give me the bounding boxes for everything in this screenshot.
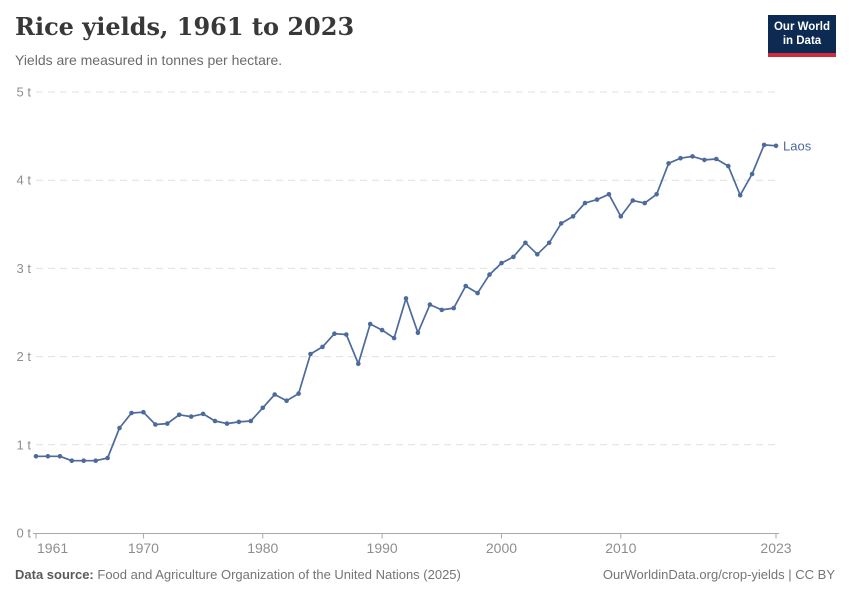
data-point-marker[interactable] [690,154,695,159]
data-point-marker[interactable] [105,455,110,461]
page-title: Rice yields, 1961 to 2023 [15,12,355,41]
data-source-note[interactable]: Data source: Food and Agriculture Organi… [15,567,461,582]
data-point-marker[interactable] [726,163,731,169]
data-point-marker[interactable] [451,305,457,311]
data-point-marker[interactable] [749,171,755,177]
x-tick-label: 1970 [128,540,159,556]
data-point-marker[interactable] [117,425,122,431]
data-point-marker[interactable] [499,260,504,266]
owid-logo-line2: in Data [782,35,822,48]
data-point-marker[interactable] [570,214,576,219]
x-tick-label: 1961 [37,540,68,556]
data-point-marker[interactable] [475,290,480,296]
data-point-marker[interactable] [391,335,397,341]
y-tick-label: 4 t [17,173,32,188]
data-point-marker[interactable] [200,411,206,417]
credit-link[interactable]: OurWorldinData.org/crop-yields | CC BY [602,567,835,582]
data-point-marker[interactable] [308,351,313,357]
data-point-marker[interactable] [403,296,409,301]
data-point-marker[interactable] [654,192,659,197]
data-point-marker[interactable] [153,422,158,427]
data-point-marker[interactable] [188,414,194,419]
y-tick-label: 3 t [17,261,32,276]
data-point-marker[interactable] [642,200,647,206]
data-point-marker[interactable] [761,142,767,148]
data-point-marker[interactable] [582,200,588,206]
data-point-marker[interactable] [248,418,254,424]
data-point-marker[interactable] [427,302,433,307]
x-tick-label: 1990 [367,540,398,556]
data-point-marker[interactable] [773,143,779,149]
data-point-marker[interactable] [737,192,743,198]
data-point-marker[interactable] [296,391,301,396]
data-source-text: Food and Agriculture Organization of the… [97,567,461,582]
data-point-marker[interactable] [415,330,421,336]
data-point-marker[interactable] [93,458,98,464]
owid-logo[interactable]: Our World in Data [768,15,836,57]
data-point-marker[interactable] [33,454,39,459]
data-point-marker[interactable] [523,240,528,246]
series-laos[interactable]: Laos [33,138,812,464]
data-point-marker[interactable] [463,283,469,289]
chart-footer: Data source: Food and Agriculture Organi… [15,567,835,582]
data-point-marker[interactable] [45,454,51,459]
x-tick-label: 2023 [760,540,791,556]
data-point-marker[interactable] [260,405,266,411]
data-point-marker[interactable] [594,197,600,202]
data-point-marker[interactable] [69,458,75,464]
data-point-marker[interactable] [81,458,86,464]
data-point-marker[interactable] [487,272,492,277]
owid-logo-line1: Our World [773,21,830,33]
data-point-marker[interactable] [332,331,337,337]
data-point-marker[interactable] [367,321,373,327]
data-point-marker[interactable] [511,254,516,260]
data-point-marker[interactable] [439,307,445,313]
page-subtitle: Yields are measured in tonnes per hectar… [15,52,283,68]
data-point-marker[interactable] [618,214,624,219]
data-point-marker[interactable] [606,192,612,197]
data-point-marker[interactable] [284,398,289,404]
data-point-marker[interactable] [272,392,278,397]
data-point-marker[interactable] [57,454,63,459]
series-label: Laos [783,138,812,153]
data-point-marker[interactable] [129,410,134,416]
data-point-marker[interactable] [678,155,683,161]
series-line[interactable] [35,144,777,462]
x-tick-label: 2000 [486,540,517,556]
data-point-marker[interactable] [379,327,385,333]
x-tick-label: 1980 [247,540,278,556]
data-source-label: Data source: [15,567,94,582]
data-point-marker[interactable] [666,161,671,166]
data-point-marker[interactable] [535,252,540,257]
data-point-marker[interactable] [141,409,146,415]
data-point-marker[interactable] [714,156,719,162]
x-tick-label: 2010 [605,540,636,556]
y-tick-label: 1 t [17,437,32,452]
data-point-marker[interactable] [165,421,170,426]
data-point-marker[interactable] [224,421,230,426]
y-tick-label: 5 t [17,85,32,100]
data-point-marker[interactable] [344,332,349,337]
data-point-marker[interactable] [356,361,361,367]
data-point-marker[interactable] [176,412,182,418]
data-point-marker[interactable] [320,344,325,350]
data-point-marker[interactable] [630,198,636,203]
y-tick-label: 0 t [17,526,32,541]
data-point-marker[interactable] [212,418,218,424]
y-tick-label: 2 t [17,349,32,364]
data-point-marker[interactable] [558,221,564,226]
data-point-marker[interactable] [236,419,242,425]
data-point-marker[interactable] [702,157,707,163]
data-point-marker[interactable] [546,240,552,246]
